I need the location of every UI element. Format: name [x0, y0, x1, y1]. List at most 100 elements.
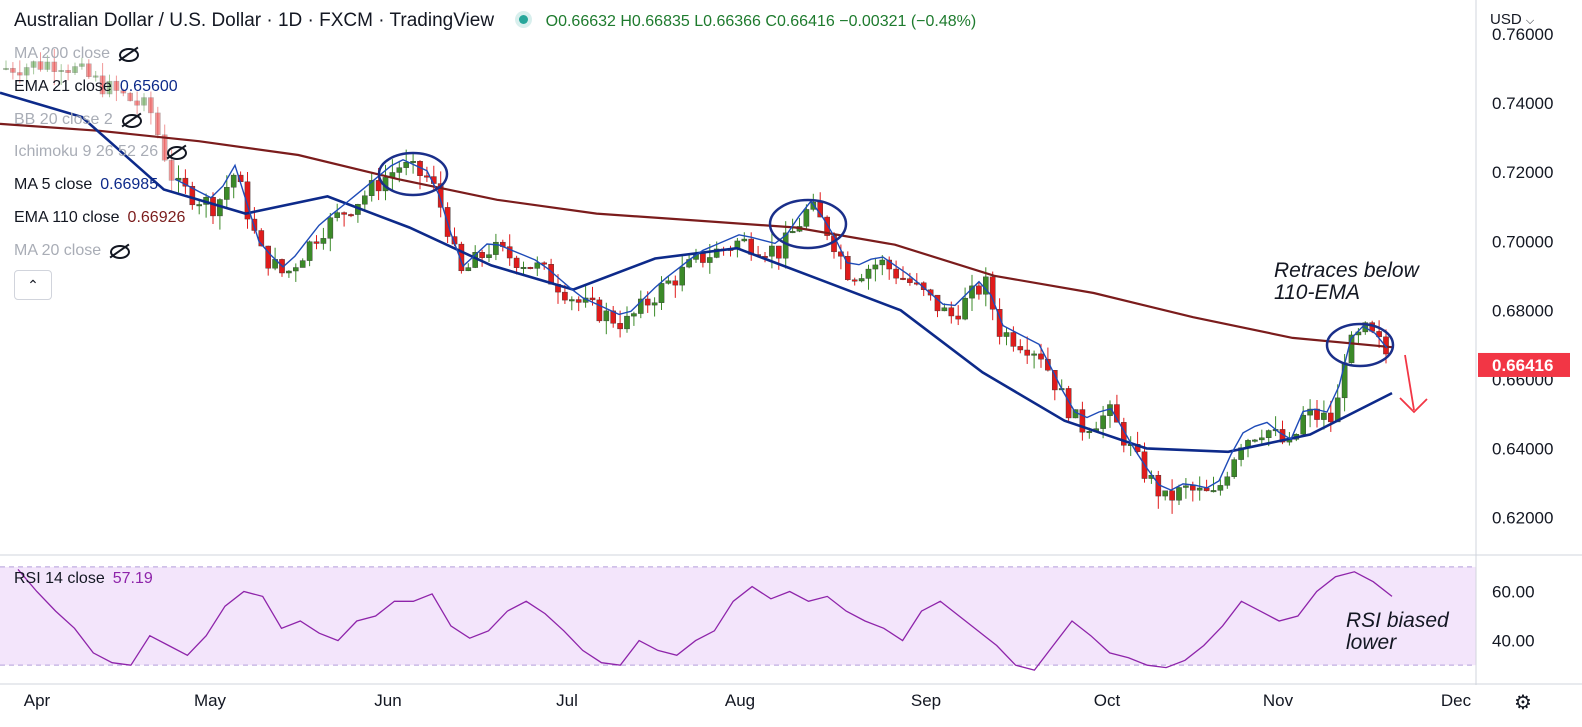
- candle-body: [334, 212, 341, 218]
- candle-body: [141, 97, 147, 106]
- candle-body: [858, 278, 865, 282]
- indicator-value: 0.66985: [100, 176, 159, 193]
- candle-body: [168, 159, 175, 181]
- candle-body: [1217, 485, 1224, 491]
- indicator-3[interactable]: Ichimoku 9 26 52 26: [14, 143, 188, 161]
- candle-body: [106, 80, 113, 95]
- candle-body: [1183, 485, 1189, 488]
- candle-body: [976, 285, 982, 295]
- candle-body: [293, 267, 299, 272]
- candle-body: [934, 294, 941, 312]
- indicator-1[interactable]: EMA 21 close 0.65600: [14, 78, 178, 96]
- candle-body: [306, 241, 313, 261]
- candle-body: [713, 248, 720, 258]
- candle-body: [603, 310, 610, 322]
- highlight-circle: [768, 198, 848, 250]
- currency-selector[interactable]: USD ⌵: [1490, 11, 1534, 28]
- x-tick-label: Aug: [725, 691, 755, 710]
- candle-body: [1210, 490, 1217, 493]
- collapse-legend-button[interactable]: ⌃: [14, 270, 52, 300]
- candle-body: [920, 282, 927, 290]
- candle-body: [803, 209, 810, 227]
- candle-body: [1038, 353, 1044, 360]
- candle-body: [665, 280, 672, 284]
- candle-body: [1238, 447, 1244, 460]
- y-tick-label: 0.62000: [1492, 508, 1553, 527]
- candle-body: [1258, 437, 1265, 441]
- eye-off-icon[interactable]: [121, 114, 142, 128]
- candle-body: [410, 161, 416, 163]
- candle-body: [941, 307, 948, 312]
- gear-icon[interactable]: ⚙: [1514, 692, 1532, 714]
- indicator-6[interactable]: MA 20 close: [14, 242, 131, 260]
- x-tick-label: Jun: [374, 691, 401, 710]
- candle-body: [320, 238, 327, 244]
- chevron-down-icon: ⌵: [1525, 15, 1535, 27]
- candle-body: [1017, 346, 1024, 351]
- candle-body: [658, 283, 665, 303]
- x-tick-label: Jul: [556, 691, 578, 710]
- last-price-label: 0.66416: [1492, 356, 1553, 375]
- candle-body: [651, 302, 658, 306]
- candle-body: [244, 181, 251, 220]
- candle-body: [789, 231, 796, 234]
- candle-body: [610, 310, 616, 324]
- indicator-2[interactable]: BB 20 close 2: [14, 111, 142, 129]
- x-tick-label: Sep: [911, 691, 941, 710]
- candle-body: [479, 252, 485, 258]
- candle-body: [617, 323, 623, 330]
- candle-body: [265, 245, 272, 269]
- candle-body: [589, 297, 596, 301]
- rsi-band-fill: [0, 566, 1476, 666]
- candle-body: [437, 183, 444, 208]
- x-tick-label: Dec: [1441, 691, 1472, 710]
- candle-body: [1231, 459, 1237, 477]
- rsi-series-line: [17, 568, 1393, 671]
- indicator-5[interactable]: EMA 110 close 0.66926: [14, 209, 185, 227]
- candle-body: [1120, 422, 1127, 446]
- candle-body: [1300, 414, 1306, 435]
- candle-body: [741, 238, 748, 242]
- candle-body: [92, 75, 99, 78]
- rsi-annotation: RSI biased lower: [1346, 609, 1449, 654]
- axes: 0.760000.740000.720000.700000.680000.660…: [0, 0, 1582, 710]
- rsi-value: 57.19: [112, 570, 153, 587]
- candle-body: [900, 277, 906, 280]
- indicator-value: 0.66926: [127, 209, 186, 226]
- candle-body: [893, 268, 899, 279]
- candle-body: [865, 268, 872, 279]
- candle-body: [79, 63, 85, 67]
- candle-body: [85, 63, 92, 77]
- candle-body: [99, 75, 106, 95]
- candle-body: [341, 212, 347, 215]
- candle-body: [3, 67, 9, 70]
- arrow-head: [1399, 397, 1428, 414]
- candle-body: [299, 260, 306, 268]
- candle-body: [824, 216, 830, 236]
- candle-body: [851, 279, 858, 282]
- candle-body: [907, 278, 913, 283]
- candle-body: [1010, 332, 1017, 347]
- candle-body: [1265, 430, 1272, 439]
- candle-body: [1196, 487, 1203, 491]
- x-tick-label: Oct: [1094, 691, 1121, 710]
- candle-body: [527, 267, 534, 269]
- eye-off-icon[interactable]: [109, 245, 131, 259]
- indicator-4[interactable]: MA 5 close 0.66985: [14, 176, 158, 194]
- eye-off-icon[interactable]: [166, 146, 188, 160]
- chevron-up-icon: ⌃: [27, 276, 39, 293]
- indicator-0[interactable]: MA 200 close: [14, 45, 140, 63]
- y-tick-label: 0.64000: [1492, 439, 1553, 458]
- candle-body: [127, 92, 133, 102]
- candle-body: [1307, 408, 1313, 416]
- candle-body: [955, 315, 961, 320]
- candle-body: [1341, 362, 1348, 399]
- rsi-label: RSI 14 close: [14, 570, 105, 587]
- market-status-icon: [519, 15, 529, 24]
- price-annotation: Retraces below 110-EMA: [1274, 259, 1419, 304]
- candle-body: [1045, 358, 1051, 371]
- rsi-tick-label: 60.00: [1492, 582, 1535, 601]
- candle-body: [1224, 476, 1231, 486]
- eye-off-icon[interactable]: [118, 48, 140, 62]
